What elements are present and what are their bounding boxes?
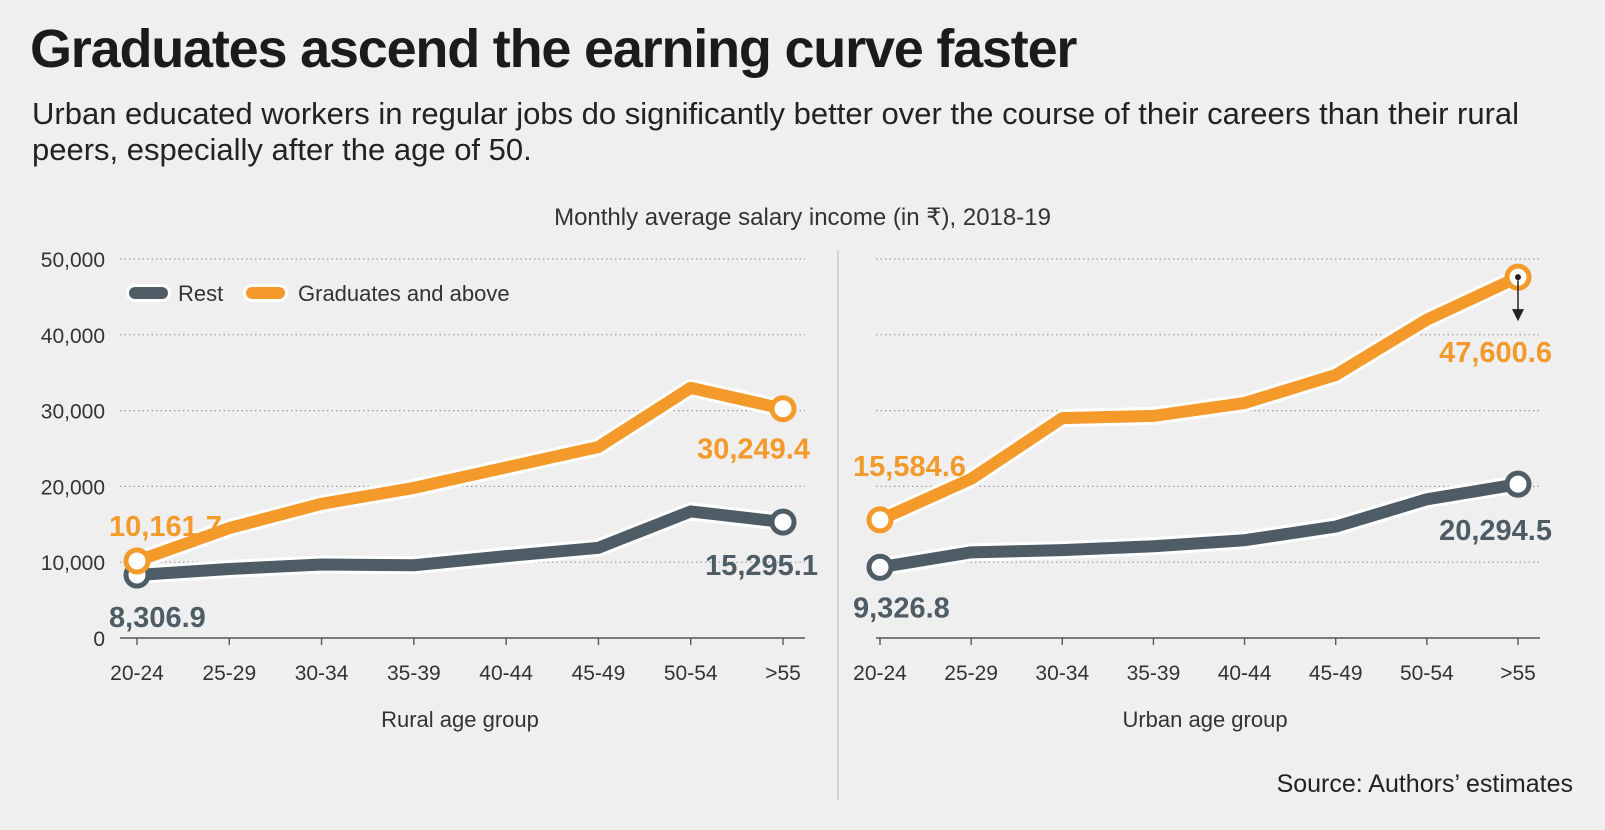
series-line-rest [131, 505, 789, 582]
x-tick-label: 45-49 [572, 662, 626, 685]
y-tick-label: 10,000 [41, 552, 105, 575]
x-tick-label: 45-49 [1309, 662, 1363, 685]
data-label: 10,161.7 [109, 511, 222, 543]
annotation-dot [1515, 274, 1521, 281]
series-halo-graduates [871, 268, 1527, 529]
endpoint-marker-graduates [769, 395, 797, 423]
x-axis-label: Urban age group [1122, 707, 1287, 732]
endpoint-marker-rest [866, 553, 894, 581]
endpoint-marker-rest [769, 508, 797, 536]
x-tick-label: 40-44 [1218, 662, 1272, 685]
data-label: 8,306.9 [109, 602, 206, 634]
x-tick-label: 50-54 [1400, 662, 1454, 685]
data-label: 20,294.5 [1439, 515, 1552, 547]
series-line-graduates [874, 271, 1524, 526]
x-axis-label: Rural age group [381, 707, 539, 732]
endpoint-marker-graduates [866, 506, 894, 534]
series-line-graduates [131, 381, 789, 567]
y-tick-label: 50,000 [41, 249, 105, 272]
data-label: 15,584.6 [853, 451, 966, 483]
x-tick-label: 20-24 [853, 662, 907, 685]
page-subtitle: Urban educated workers in regular jobs d… [32, 96, 1520, 167]
x-tick-label: 30-34 [295, 662, 349, 685]
data-label: 47,600.6 [1439, 337, 1552, 369]
y-tick-label: 40,000 [41, 325, 105, 348]
endpoint-marker-rest [1504, 470, 1532, 498]
x-tick-label: 30-34 [1035, 662, 1089, 685]
page-title: Graduates ascend the earning curve faste… [30, 19, 1077, 79]
series-line-rest [874, 478, 1524, 574]
y-tick-label: 0 [93, 628, 105, 651]
x-tick-label: >55 [1500, 662, 1536, 685]
x-tick-label: 25-29 [944, 662, 998, 685]
data-label: 9,326.8 [853, 592, 950, 624]
legend-label-rest: Rest [178, 281, 223, 306]
data-label: 30,249.4 [697, 434, 810, 466]
x-tick-label: 25-29 [202, 662, 256, 685]
x-tick-label: 20-24 [110, 662, 164, 685]
y-tick-label: 20,000 [41, 476, 105, 499]
x-tick-label: >55 [765, 662, 801, 685]
chart-title: Monthly average salary income (in ₹), 20… [554, 204, 1051, 231]
y-tick-label: 30,000 [41, 401, 105, 424]
x-tick-label: 40-44 [479, 662, 533, 685]
x-tick-label: 35-39 [387, 662, 441, 685]
x-tick-label: 35-39 [1127, 662, 1181, 685]
x-tick-label: 50-54 [664, 662, 718, 685]
endpoint-marker-graduates [123, 547, 151, 575]
source-note: Source: Authors’ estimates [1276, 770, 1573, 798]
legend-label-graduates: Graduates and above [298, 281, 510, 306]
data-label: 15,295.1 [705, 550, 818, 582]
